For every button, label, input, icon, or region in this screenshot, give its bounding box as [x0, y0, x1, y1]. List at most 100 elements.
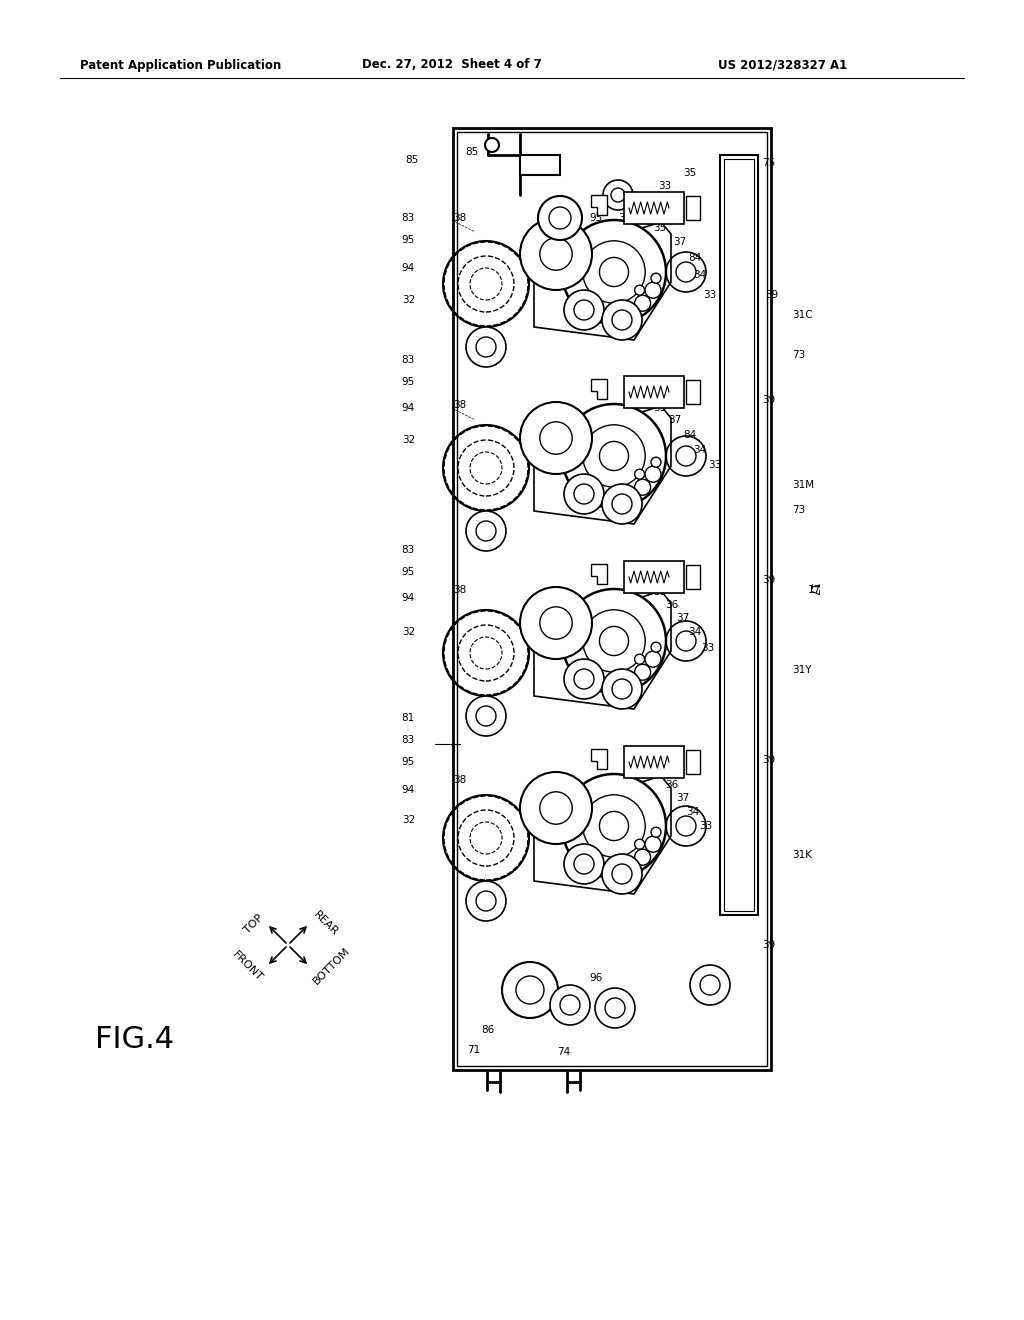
Text: 33: 33	[618, 213, 632, 223]
Text: 94: 94	[401, 785, 415, 795]
Text: 34: 34	[693, 445, 707, 455]
Circle shape	[635, 849, 650, 865]
Polygon shape	[591, 195, 607, 215]
Circle shape	[520, 218, 592, 290]
Text: 37: 37	[594, 1001, 607, 1010]
Circle shape	[635, 840, 644, 849]
Text: 39: 39	[762, 576, 775, 585]
Bar	[624, 561, 684, 593]
Text: 32: 32	[401, 294, 415, 305]
Circle shape	[666, 620, 706, 661]
Text: 39: 39	[765, 290, 778, 300]
Circle shape	[666, 252, 706, 292]
Bar	[686, 565, 700, 589]
Circle shape	[485, 139, 499, 152]
Circle shape	[564, 474, 604, 513]
Bar	[457, 132, 767, 1067]
Polygon shape	[520, 154, 560, 176]
Text: 34: 34	[693, 271, 707, 280]
Text: 95: 95	[401, 756, 415, 767]
Circle shape	[645, 651, 662, 667]
Bar	[624, 746, 684, 777]
Circle shape	[562, 774, 666, 878]
Text: 94: 94	[401, 263, 415, 273]
Text: 33: 33	[699, 821, 713, 832]
Text: 34: 34	[688, 627, 701, 638]
Text: 36: 36	[666, 780, 679, 789]
Text: 34: 34	[686, 807, 699, 817]
Circle shape	[645, 466, 662, 482]
Text: FRONT: FRONT	[230, 949, 265, 983]
Circle shape	[603, 180, 633, 210]
Circle shape	[666, 807, 706, 846]
Text: 85: 85	[404, 154, 418, 165]
Text: 35: 35	[653, 767, 667, 777]
Circle shape	[466, 327, 506, 367]
Circle shape	[635, 479, 650, 495]
Text: 38: 38	[454, 585, 467, 595]
Text: 33: 33	[701, 643, 715, 653]
Bar	[686, 195, 700, 220]
Text: 33: 33	[703, 290, 717, 300]
Circle shape	[466, 880, 506, 921]
Text: US 2012/328327 A1: US 2012/328327 A1	[718, 58, 847, 71]
Circle shape	[564, 659, 604, 700]
Circle shape	[599, 812, 629, 841]
Circle shape	[599, 627, 629, 656]
Text: 94: 94	[401, 593, 415, 603]
Text: 83: 83	[401, 213, 415, 223]
Bar	[624, 191, 684, 224]
Circle shape	[538, 195, 582, 240]
Circle shape	[602, 669, 642, 709]
Text: 95: 95	[401, 235, 415, 246]
Text: 31M: 31M	[792, 480, 814, 490]
Text: 32: 32	[401, 436, 415, 445]
Circle shape	[645, 282, 662, 298]
Text: 32: 32	[401, 814, 415, 825]
Text: 37: 37	[677, 612, 689, 623]
Circle shape	[562, 589, 666, 693]
Text: 17: 17	[808, 585, 821, 595]
Circle shape	[666, 436, 706, 477]
Text: 33: 33	[709, 459, 722, 470]
Circle shape	[602, 484, 642, 524]
Bar	[624, 376, 684, 408]
Text: 73: 73	[792, 350, 805, 360]
Circle shape	[564, 843, 604, 884]
Text: 37: 37	[674, 238, 687, 247]
Circle shape	[651, 643, 662, 652]
Bar	[720, 154, 758, 915]
Text: 86: 86	[481, 1026, 495, 1035]
Circle shape	[550, 985, 590, 1026]
Circle shape	[599, 441, 629, 470]
Text: 31Y: 31Y	[792, 665, 811, 675]
Text: 83: 83	[401, 355, 415, 366]
Text: 17: 17	[808, 583, 818, 597]
Text: 73: 73	[792, 506, 805, 515]
Text: 35: 35	[653, 587, 667, 597]
Text: 37: 37	[677, 793, 689, 803]
Circle shape	[599, 257, 629, 286]
Circle shape	[595, 987, 635, 1028]
Text: 39: 39	[762, 940, 775, 950]
Circle shape	[651, 273, 662, 284]
Circle shape	[562, 220, 666, 323]
Text: 95: 95	[401, 378, 415, 387]
Circle shape	[520, 587, 592, 659]
Text: REAR: REAR	[311, 909, 340, 939]
Circle shape	[564, 290, 604, 330]
Text: 31C: 31C	[792, 310, 813, 319]
Text: BOTTOM: BOTTOM	[311, 946, 352, 986]
Text: 85: 85	[465, 147, 478, 157]
Circle shape	[602, 854, 642, 894]
Circle shape	[635, 469, 644, 479]
Circle shape	[502, 962, 558, 1018]
Text: 95: 95	[401, 568, 415, 577]
Text: Patent Application Publication: Patent Application Publication	[80, 58, 282, 71]
Bar	[686, 380, 700, 404]
Circle shape	[635, 655, 644, 664]
Circle shape	[645, 836, 662, 853]
Circle shape	[466, 511, 506, 550]
Circle shape	[651, 828, 662, 837]
Circle shape	[562, 404, 666, 508]
